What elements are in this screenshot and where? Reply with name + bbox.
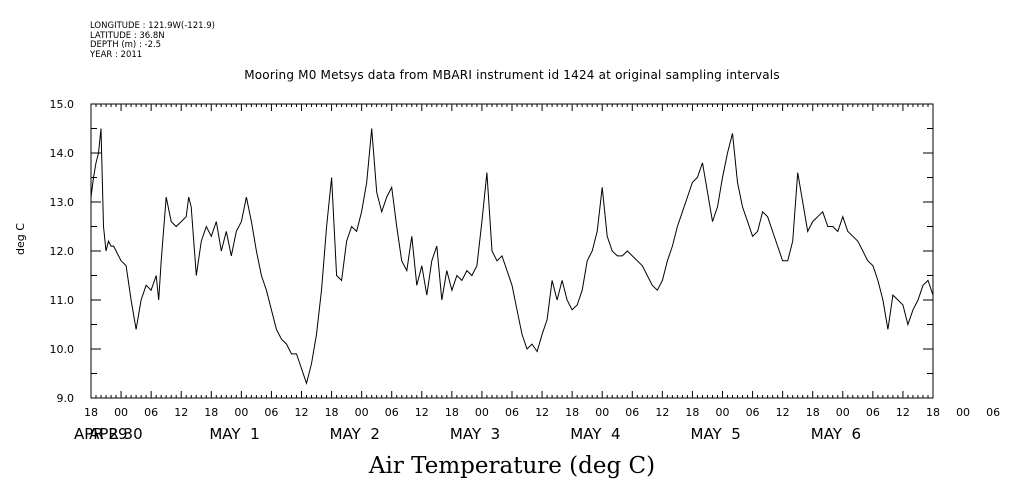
x-tick-label: 00 [836,406,850,419]
x-tick-label: 18 [565,406,579,419]
y-tick-labels: 9.0 10.0 11.0 12.0 13.0 14.0 15.0 [50,98,75,405]
x-tick-label: 06 [264,406,278,419]
x-tick-label: 06 [866,406,880,419]
y-tick-label: 14.0 [50,147,75,160]
x-tick-label: 18 [204,406,218,419]
x-tick-label: 00 [716,406,730,419]
x-tick-label: 18 [445,406,459,419]
x-axis-label: Air Temperature (deg C) [368,453,656,479]
x-tick-label: 06 [385,406,399,419]
day-label: MAY 3 [450,425,500,443]
x-tick-label: 06 [144,406,158,419]
day-label: MAY 6 [811,425,861,443]
x-tick-labels: 18 00 06 12 18 00 06 12 18 00 06 12 18 00 06 12 18 00 06 12… [84,406,1000,419]
x-tick-label: 18 [806,406,820,419]
y-tick-label: 13.0 [50,196,75,209]
x-tick-label: 00 [956,406,970,419]
x-tick-label: 00 [595,406,609,419]
day-label: APR 29 [74,425,128,443]
x-tick-label: 12 [776,406,790,419]
year-label: YEAR : 2011 [90,49,143,60]
x-tick-label: 00 [234,406,248,419]
depth-label: DEPTH (m) : -2.5 [90,40,162,51]
latitude-label: LATITUDE : 36.8N [90,30,165,41]
x-tick-label: 06 [746,406,760,419]
x-tick-label: 18 [325,406,339,419]
x-tick-label: 06 [625,406,639,419]
x-tick-label: 12 [655,406,669,419]
y-tick-label: 10.0 [50,343,75,356]
x-tick-label: 12 [535,406,549,419]
x-tick-label: 18 [685,406,699,419]
x-tick-label: 06 [505,406,519,419]
x-tick-label: 18 [926,406,940,419]
chart-title: Mooring M0 Metsys data from MBARI instru… [244,68,780,82]
day-label: MAY 5 [691,425,741,443]
air-temperature-line [90,128,934,386]
x-tick-label: 06 [986,406,1000,419]
day-label: APR 30 [89,425,143,443]
x-tick-label: 00 [114,406,128,419]
longitude-label: LONGITUDE : 121.9W(-121.9) [90,21,215,31]
x-tick-label: 00 [355,406,369,419]
y-tick-label: 9.0 [57,392,75,405]
day-label: MAY 1 [209,425,259,443]
series-group [90,128,934,386]
x-tick-label: 12 [295,406,309,419]
day-label: MAY 4 [570,425,620,443]
plot-frame [90,103,934,399]
metadata-block: LONGITUDE : 121.9W(-121.9) LATITUDE : 36… [90,21,215,60]
y-tick-label: 11.0 [50,294,75,307]
x-tick-label: 12 [415,406,429,419]
x-tick-label: 12 [174,406,188,419]
x-tick-label: 12 [896,406,910,419]
x-tick-label: 00 [475,406,489,419]
x-tick-label: 18 [84,406,98,419]
y-tick-label: 12.0 [50,245,75,258]
y-tick-label: 15.0 [50,98,75,111]
day-label: MAY 2 [330,425,380,443]
tick-marks [90,103,934,399]
